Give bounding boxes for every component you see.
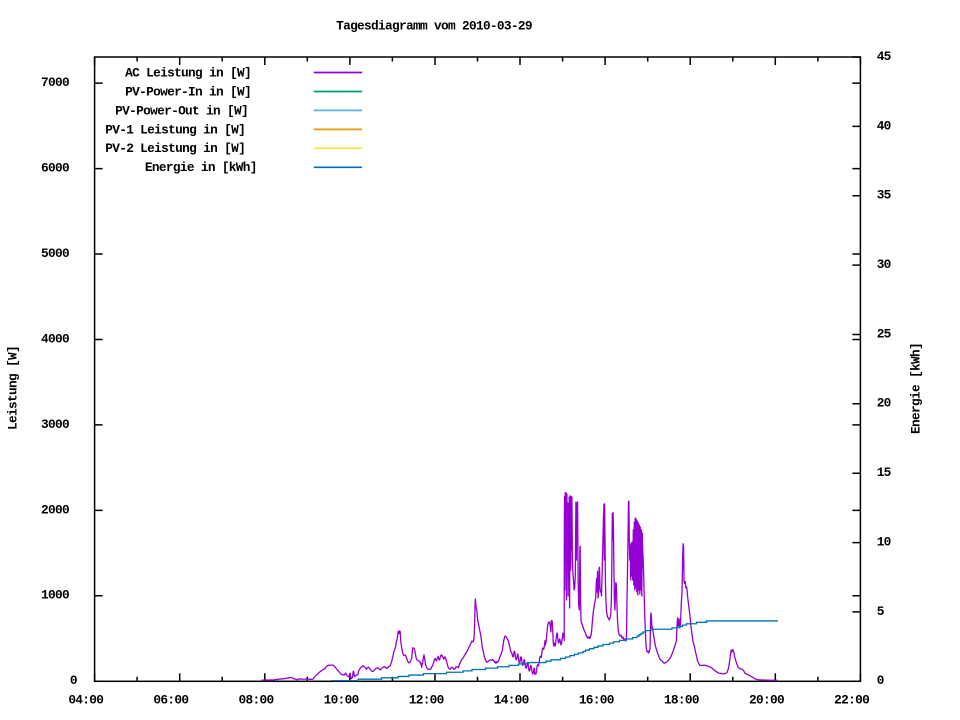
svg-text:18:00: 18:00 (664, 692, 699, 707)
svg-text:22:00: 22:00 (834, 692, 869, 707)
svg-text:3000: 3000 (41, 417, 69, 432)
svg-text:4000: 4000 (41, 331, 69, 346)
svg-text:6000: 6000 (41, 161, 69, 176)
svg-text:08:00: 08:00 (239, 692, 274, 707)
svg-text:7000: 7000 (41, 75, 69, 90)
svg-text:PV-2 Leistung in [W]: PV-2 Leistung in [W] (105, 141, 245, 156)
svg-text:10: 10 (877, 535, 891, 550)
svg-text:5: 5 (877, 604, 885, 619)
svg-text:45: 45 (877, 49, 892, 64)
svg-text:30: 30 (877, 257, 891, 272)
svg-text:14:00: 14:00 (494, 692, 529, 707)
svg-text:15: 15 (877, 465, 892, 480)
svg-text:PV-1 Leistung in [W]: PV-1 Leistung in [W] (105, 122, 245, 137)
svg-text:04:00: 04:00 (68, 692, 103, 707)
svg-text:40: 40 (877, 118, 891, 133)
svg-text:PV-Power-In in [W]: PV-Power-In in [W] (125, 84, 251, 99)
svg-text:06:00: 06:00 (153, 692, 188, 707)
svg-text:AC Leistung in [W]: AC Leistung in [W] (125, 65, 251, 80)
svg-text:Leistung [W]: Leistung [W] (6, 346, 21, 430)
svg-text:2000: 2000 (41, 502, 69, 517)
svg-text:5000: 5000 (41, 246, 69, 261)
svg-text:20: 20 (877, 396, 891, 411)
svg-text:10:00: 10:00 (324, 692, 359, 707)
svg-text:Energie in [kWh]: Energie in [kWh] (145, 160, 257, 175)
svg-text:20:00: 20:00 (749, 692, 784, 707)
svg-text:0: 0 (877, 673, 884, 688)
svg-text:12:00: 12:00 (409, 692, 444, 707)
svg-text:Tagesdiagramm vom 2010-03-29: Tagesdiagramm vom 2010-03-29 (336, 18, 532, 33)
svg-text:PV-Power-Out in [W]: PV-Power-Out in [W] (115, 103, 248, 118)
svg-text:25: 25 (877, 326, 892, 341)
svg-text:16:00: 16:00 (579, 692, 614, 707)
svg-text:35: 35 (877, 188, 892, 203)
svg-text:Energie [kWh]: Energie [kWh] (909, 343, 924, 434)
svg-text:1000: 1000 (41, 588, 69, 603)
svg-text:0: 0 (70, 673, 77, 688)
